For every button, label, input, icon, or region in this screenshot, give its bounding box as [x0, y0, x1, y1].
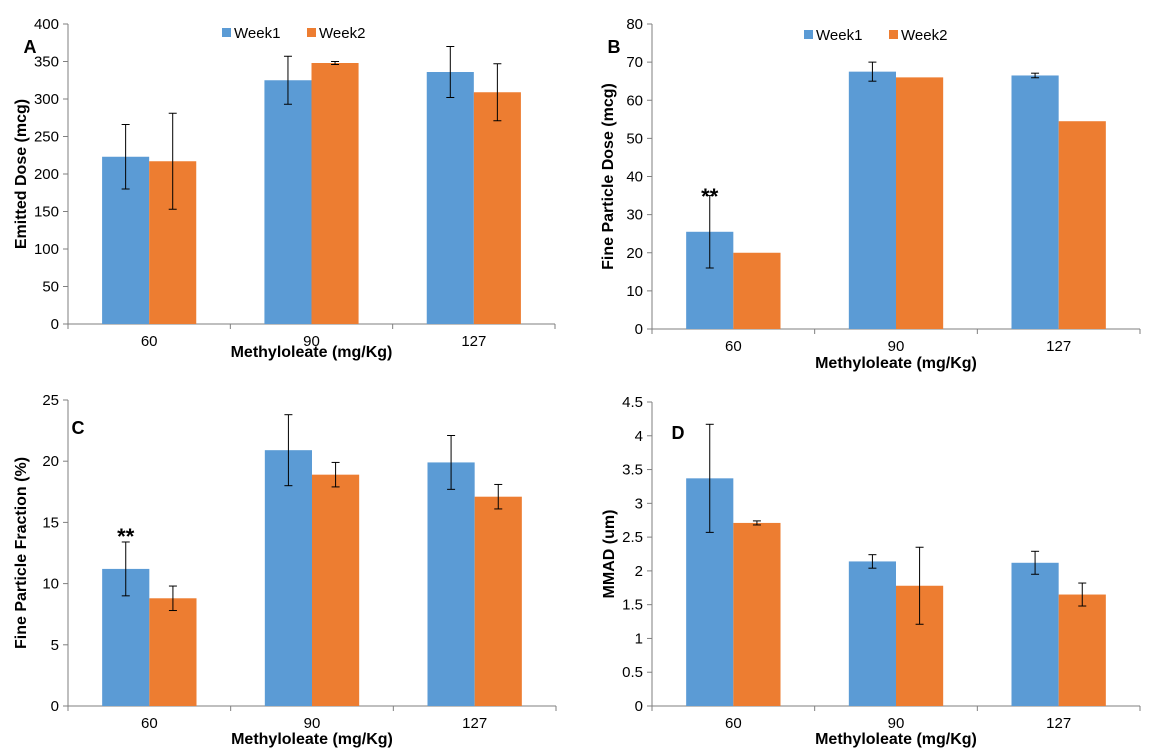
- panel-label: A: [24, 37, 37, 57]
- x-tick-label: 127: [462, 715, 487, 732]
- chart-panel-b: 0 10 20 30 40 50 60 70 80 60 90 127 ** B Methyloleate …: [600, 16, 1141, 372]
- bar-week2-60: [733, 522, 781, 706]
- bar-week1-90: [848, 561, 896, 706]
- y-tick-label: 40: [626, 169, 643, 186]
- y-tick-label: 0: [51, 698, 59, 715]
- x-tick-label: 90: [304, 715, 321, 732]
- y-tick-label: 10: [42, 576, 59, 593]
- chart-panel-c: 0 5 10 15 20 25 60 90 127 ** C Methyloleate (mg/Kg)…: [13, 392, 557, 748]
- y-tick-label: 20: [626, 245, 643, 262]
- y-tick-label: 400: [34, 16, 59, 33]
- y-tick-label: 0.5: [622, 664, 643, 681]
- x-tick-label: 90: [303, 333, 320, 350]
- y-tick-label: 5: [51, 637, 59, 654]
- x-tick-label: 90: [888, 715, 905, 732]
- legend: Week1 Week2: [804, 27, 947, 44]
- chart-panel-a: 0 50 100 150 200 250 300 350 400 60 90 127 A Methylol…: [13, 16, 556, 361]
- bar-week2-60: [149, 598, 197, 706]
- legend-swatch: [804, 30, 813, 39]
- bar-week1-127: [1011, 562, 1059, 706]
- x-axis-label: Methyloleate (mg/Kg): [815, 355, 977, 372]
- bar-week2-127: [1058, 594, 1106, 706]
- bar-week1-127: [1011, 75, 1059, 329]
- legend-label: Week1: [816, 27, 862, 44]
- y-tick-label: 0: [635, 698, 643, 715]
- y-tick-label: 0: [635, 321, 643, 338]
- legend-label: Week2: [901, 27, 947, 44]
- legend: Week1 Week2: [222, 25, 365, 42]
- y-tick-label: 250: [34, 129, 59, 146]
- y-tick-label: 20: [42, 453, 59, 470]
- y-tick-label: 60: [626, 92, 643, 109]
- significance-marker: **: [701, 184, 719, 209]
- x-tick-label: 127: [461, 333, 486, 350]
- legend-label: Week1: [234, 25, 280, 42]
- x-tick-label: 60: [725, 338, 742, 355]
- bar-week2-127: [473, 92, 521, 324]
- y-axis-label: MMAD (um): [601, 510, 618, 599]
- y-axis-label: Fine Particle Fraction (%): [13, 457, 30, 649]
- y-tick-label: 80: [626, 16, 643, 33]
- y-tick-label: 100: [34, 241, 59, 258]
- y-axis-label: Fine Particle Dose (mcg): [600, 83, 617, 270]
- legend-label: Week2: [319, 25, 365, 42]
- y-tick-label: 3.5: [622, 462, 643, 479]
- x-axis-label: Methyloleate (mg/Kg): [815, 731, 977, 748]
- bar-week2-127: [1058, 121, 1106, 329]
- y-tick-label: 30: [626, 207, 643, 224]
- bar-week2-60: [733, 252, 781, 329]
- y-tick-label: 70: [626, 54, 643, 71]
- bar-week1-90: [264, 450, 312, 706]
- y-tick-label: 300: [34, 91, 59, 108]
- x-tick-label: 90: [888, 338, 905, 355]
- chart-panel-d: 0 0.5 1 1.5 2 2.5 3 3.5 4 4.5 60 90 127 D Methyloleate…: [601, 394, 1141, 748]
- y-tick-label: 0: [51, 316, 59, 333]
- x-tick-label: 60: [141, 715, 158, 732]
- y-tick-label: 2.5: [622, 529, 643, 546]
- y-axis-label: Emitted Dose (mcg): [13, 99, 30, 249]
- y-tick-label: 150: [34, 204, 59, 221]
- y-tick-label: 50: [42, 279, 59, 296]
- y-tick-label: 4.5: [622, 394, 643, 411]
- x-axis-label: Methyloleate (mg/Kg): [231, 731, 393, 748]
- y-tick-label: 3: [635, 495, 643, 512]
- panel-label: D: [672, 423, 685, 443]
- y-tick-label: 25: [42, 392, 59, 409]
- bar-week2-90: [896, 77, 944, 329]
- y-tick-label: 15: [42, 514, 59, 531]
- panel-label: C: [72, 418, 85, 438]
- y-tick-label: 50: [626, 130, 643, 147]
- panel-label: B: [608, 37, 621, 57]
- bar-week1-90: [848, 71, 896, 329]
- y-tick-label: 350: [34, 54, 59, 71]
- x-tick-label: 127: [1046, 338, 1071, 355]
- bar-week1-90: [264, 80, 312, 324]
- y-tick-label: 200: [34, 166, 59, 183]
- bar-week2-90: [311, 63, 359, 324]
- x-tick-label: 60: [141, 333, 158, 350]
- x-tick-label: 127: [1046, 715, 1071, 732]
- bar-week2-127: [474, 496, 522, 706]
- x-axis-label: Methyloleate (mg/Kg): [231, 344, 393, 361]
- y-tick-label: 4: [635, 428, 643, 445]
- significance-marker: **: [117, 524, 135, 549]
- y-tick-label: 1.5: [622, 597, 643, 614]
- legend-swatch: [889, 30, 898, 39]
- x-tick-label: 60: [725, 715, 742, 732]
- legend-swatch: [222, 28, 231, 37]
- y-tick-label: 10: [626, 283, 643, 300]
- bar-week1-127: [427, 462, 475, 706]
- y-tick-label: 1: [635, 630, 643, 647]
- legend-swatch: [307, 28, 316, 37]
- bar-week2-90: [312, 474, 360, 706]
- bar-week1-127: [426, 72, 474, 324]
- y-tick-label: 2: [635, 563, 643, 580]
